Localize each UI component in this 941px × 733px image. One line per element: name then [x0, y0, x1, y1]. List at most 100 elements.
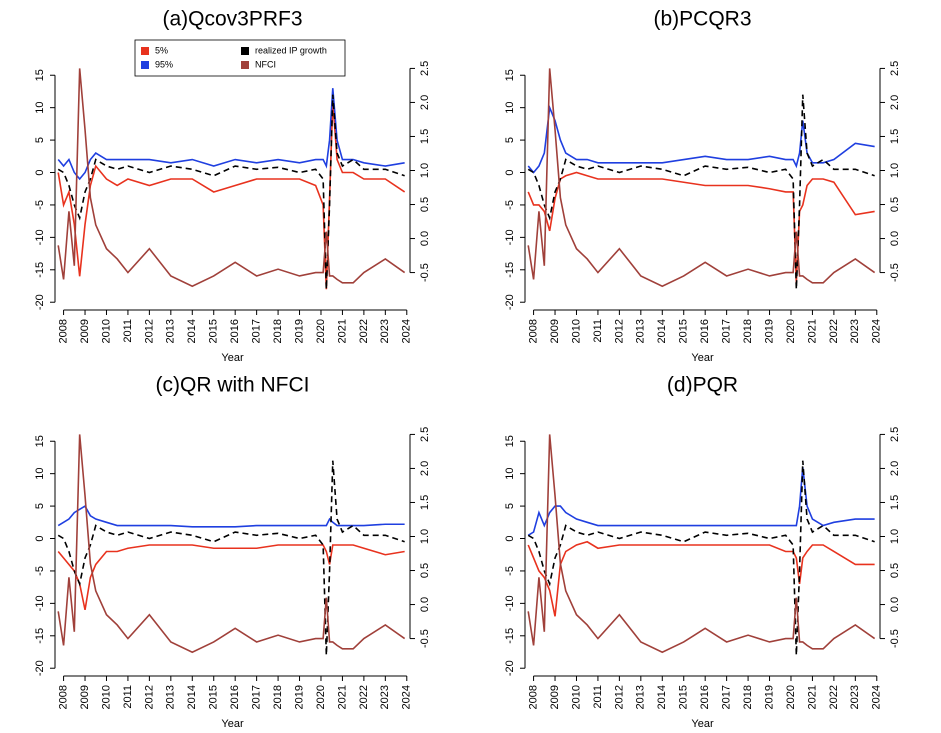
x-tick-label: 2016 [699, 319, 711, 343]
x-tick-label: 2024 [401, 685, 413, 709]
y-tick-label: 15 [504, 69, 516, 81]
legend-box [134, 39, 346, 77]
x-tick-label: 2021 [806, 319, 818, 343]
panel: (a)Qcov3PRF3 2008 2009 2010 2011 2012 2013 2014… [34, 8, 431, 364]
panel: (c)QR with NFCI 2008 2009 2010 2011 2012 2013 2… [34, 374, 431, 730]
y-tick-label: -15 [504, 628, 516, 644]
y-tick-label: -10 [504, 229, 516, 245]
y2-tick-label: 2.5 [889, 61, 901, 76]
x-tick-label: 2017 [721, 685, 733, 709]
x-tick-label: 2014 [656, 685, 668, 709]
x-tick-label: 2009 [79, 319, 91, 343]
y-tick-label: -20 [504, 660, 516, 676]
x-tick-label: 2012 [613, 685, 625, 709]
x-tick-label: 2018 [272, 319, 284, 343]
series-line [527, 467, 875, 536]
x-tick-label: 2021 [336, 685, 348, 709]
legend-label: 95% [155, 59, 173, 69]
series-line [527, 171, 875, 283]
y-tick-label: -20 [504, 294, 516, 310]
y-tick-label: 10 [504, 468, 516, 480]
series-line [57, 434, 406, 654]
x-tick-label: 2021 [336, 319, 348, 343]
x-tick-label: 2013 [635, 685, 647, 709]
legend-swatch [241, 61, 249, 69]
y2-tick-label: 1.0 [419, 163, 431, 178]
y-tick-label: 0 [504, 169, 516, 175]
y2-tick-label: 0.0 [419, 231, 431, 246]
x-tick-label: 2020 [315, 685, 327, 709]
x-tick-label: 2019 [293, 319, 305, 343]
series-line [57, 68, 406, 288]
y2-tick-label: 1.5 [419, 495, 431, 510]
y2-tick-label: -0.5 [889, 263, 901, 282]
chart-title: (a)Qcov3PRF3 [162, 8, 302, 31]
x-tick-label: 2015 [678, 319, 690, 343]
y-tick-label: 10 [504, 102, 516, 114]
x-tick-label: 2008 [527, 685, 539, 709]
y-tick-label: 5 [34, 137, 46, 143]
legend-swatch [141, 61, 149, 69]
x-tick-label: 2010 [570, 685, 582, 709]
series-line [57, 88, 405, 181]
x-tick-label: 2012 [143, 319, 155, 343]
legend-swatch [241, 47, 249, 55]
x-tick-label: 2018 [742, 319, 754, 343]
x-tick-label: 2020 [785, 319, 797, 343]
y2-tick-label: 0.0 [889, 597, 901, 612]
x-tick-label: 2009 [549, 319, 561, 343]
y2-tick-label: -0.5 [889, 629, 901, 648]
y-tick-label: -20 [34, 294, 46, 310]
y-tick-label: -10 [34, 229, 46, 245]
series-line [527, 540, 875, 617]
y-tick-label: 5 [504, 137, 516, 143]
legend-swatch [141, 47, 149, 55]
x-tick-label: 2014 [186, 685, 198, 709]
y-tick-label: 0 [504, 535, 516, 541]
x-tick-label: 2024 [871, 685, 883, 709]
x-axis-label: Year [221, 352, 244, 364]
series-line [527, 68, 876, 288]
legend-label: realized IP growth [255, 45, 327, 55]
y2-tick-label: 2.5 [889, 427, 901, 442]
y2-tick-label: 0.5 [889, 197, 901, 212]
x-tick-label: 2023 [379, 319, 391, 343]
series-line [527, 460, 875, 656]
x-tick-label: 2008 [57, 685, 69, 709]
x-tick-label: 2021 [806, 685, 818, 709]
y-tick-label: 15 [504, 435, 516, 447]
x-tick-label: 2024 [401, 319, 413, 343]
y2-tick-label: 0.0 [889, 231, 901, 246]
y2-tick-label: 0.5 [889, 563, 901, 578]
series-line [57, 94, 405, 290]
y2-tick-label: -0.5 [419, 629, 431, 648]
x-tick-label: 2008 [57, 319, 69, 343]
x-tick-label: 2014 [186, 319, 198, 343]
y2-tick-label: -0.5 [419, 263, 431, 282]
x-tick-label: 2010 [570, 319, 582, 343]
chart-title: (b)PCQR3 [653, 8, 751, 31]
x-tick-label: 2008 [527, 319, 539, 343]
panel: (b)PCQR3 2008 2009 2010 2011 2012 2013 2014 2015… [504, 8, 901, 364]
y2-tick-label: 0.5 [419, 563, 431, 578]
x-tick-label: 2009 [79, 685, 91, 709]
series-line [57, 544, 405, 611]
x-tick-label: 2019 [763, 319, 775, 343]
x-tick-label: 2023 [849, 319, 861, 343]
y-tick-label: 5 [34, 503, 46, 509]
legend: 5% 95% realized IP growth NFCI [134, 39, 346, 77]
x-tick-label: 2015 [208, 319, 220, 343]
y-tick-label: 10 [34, 468, 46, 480]
y-tick-label: -5 [34, 566, 46, 576]
y2-tick-label: 2.0 [889, 461, 901, 476]
x-tick-label: 2019 [293, 685, 305, 709]
legend-label: 5% [155, 45, 168, 55]
y-tick-label: -15 [504, 262, 516, 278]
panel: (d)PQR 2008 2009 2010 2011 2012 2013 2014 2015 20… [504, 374, 901, 730]
x-tick-label: 2010 [100, 319, 112, 343]
y-tick-label: -5 [504, 566, 516, 576]
x-tick-label: 2022 [828, 685, 840, 709]
x-tick-label: 2015 [208, 685, 220, 709]
series-line [57, 101, 406, 290]
series-line [527, 434, 876, 654]
